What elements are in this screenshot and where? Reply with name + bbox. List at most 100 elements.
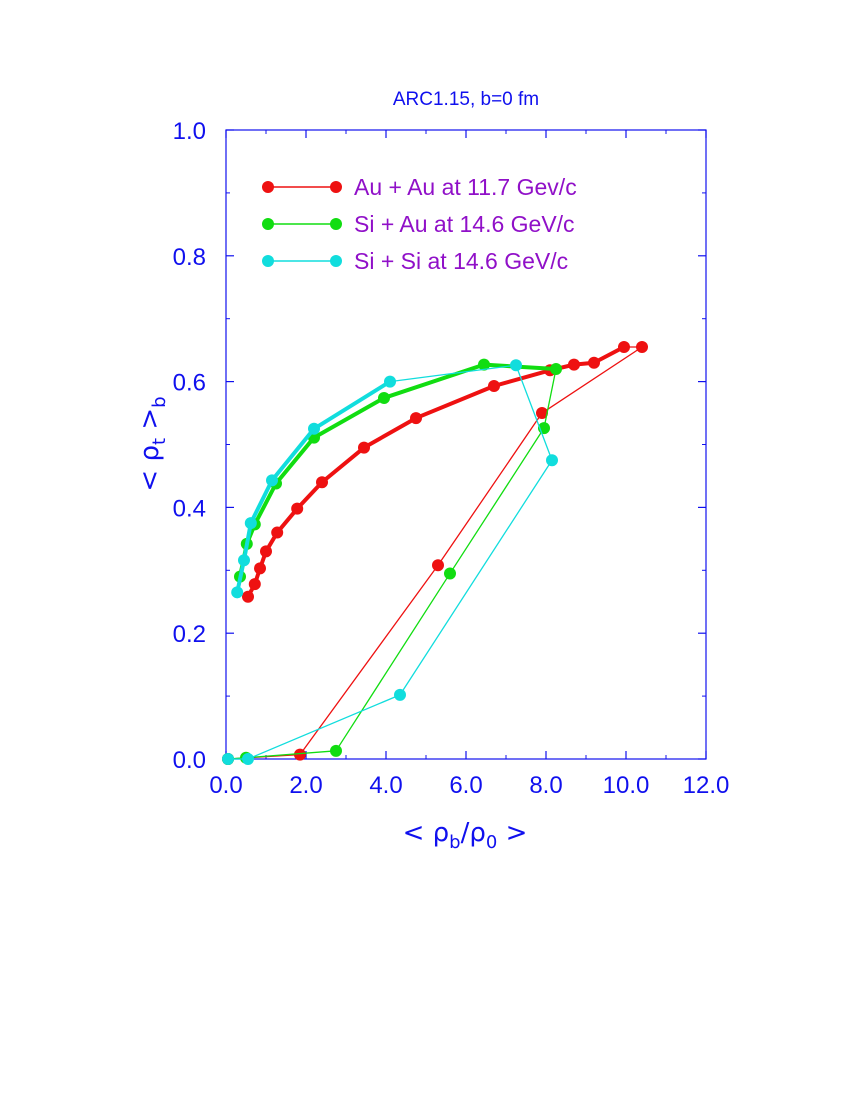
series-line-segment <box>274 435 316 486</box>
series-1 <box>222 341 648 765</box>
x-tick-label: 12.0 <box>683 772 730 799</box>
y-label-open: < <box>135 462 165 492</box>
legend-marker <box>262 181 274 193</box>
series-line-segment <box>312 379 392 431</box>
data-point <box>244 517 257 530</box>
legend: Au + Au at 11.7 Gev/c Si + Au at 14.6 GeV… <box>262 174 577 274</box>
legend-marker <box>330 218 342 230</box>
y-tick-label: 0.0 <box>173 747 206 774</box>
legend-label: Au + Au at 11.7 Gev/c <box>354 174 577 200</box>
y-label-main: ρ <box>135 445 165 462</box>
data-point <box>242 753 254 765</box>
series-line-segment <box>543 368 557 429</box>
x-label-main: ρ <box>433 818 450 848</box>
legend-marker <box>330 181 342 193</box>
data-series <box>222 341 648 765</box>
x-tick-label: 4.0 <box>369 772 402 799</box>
data-point <box>254 562 266 575</box>
data-point <box>394 688 406 701</box>
y-axis-label: < ρt >b <box>135 396 170 491</box>
x-tick-label: 8.0 <box>529 772 562 799</box>
series-line-segment <box>449 427 545 575</box>
axis-ticks: 0.0 2.0 4.0 6.0 8.0 10.0 12.0 0.0 0.2 0.4 0.6 0.8 1.… <box>173 118 730 799</box>
data-point <box>330 744 342 757</box>
y-tick-label: 0.4 <box>173 495 206 522</box>
series-line-segment <box>335 572 451 752</box>
series-line-segment <box>414 384 496 421</box>
data-point <box>242 590 254 603</box>
series-2 <box>222 358 562 765</box>
data-point <box>432 559 444 572</box>
legend-marker <box>262 218 274 230</box>
data-point <box>410 412 422 425</box>
y-tick-label: 0.6 <box>173 370 206 397</box>
chart-title: ARC1.15, b=0 fm <box>393 89 539 110</box>
data-point <box>444 567 456 580</box>
x-axis-label: < ρb/ρ0 > <box>403 818 528 853</box>
data-point <box>378 391 390 404</box>
data-point <box>510 359 522 372</box>
x-tick-label: 10.0 <box>603 772 650 799</box>
data-point <box>478 358 490 371</box>
legend-marker <box>330 255 342 267</box>
data-point <box>260 545 272 558</box>
series-line-segment <box>270 426 316 483</box>
series-line-segment <box>299 564 439 756</box>
data-point <box>266 474 278 487</box>
series-line-segment <box>295 480 324 511</box>
x-label-slash: /ρ <box>461 818 486 848</box>
series-line-segment <box>252 481 278 527</box>
series-line-segment <box>515 364 553 461</box>
data-point <box>618 341 630 354</box>
series-3 <box>222 359 558 765</box>
data-point <box>231 586 244 599</box>
y-label-close: > <box>135 408 165 438</box>
data-point <box>546 454 558 467</box>
data-point <box>588 356 600 369</box>
y-tick-label: 1.0 <box>173 118 206 145</box>
data-point <box>488 380 500 393</box>
series-line-segment <box>399 459 553 696</box>
series-line-segment <box>389 364 517 383</box>
data-point <box>358 441 370 454</box>
series-line-segment <box>492 368 552 389</box>
x-tick-label: 0.0 <box>209 772 242 799</box>
series-line-segment <box>382 362 486 400</box>
series-line-segment <box>312 395 386 440</box>
series-line-segment <box>245 750 337 759</box>
x-tick-label: 2.0 <box>289 772 322 799</box>
x-label-close: > <box>497 818 527 848</box>
data-point <box>568 358 580 371</box>
x-tick-label: 6.0 <box>449 772 482 799</box>
series-line-segment <box>248 478 274 526</box>
data-point <box>316 476 328 489</box>
data-point <box>271 526 284 539</box>
data-point <box>294 748 306 761</box>
data-point <box>384 375 396 388</box>
series-line-segment <box>541 346 643 414</box>
y-label-sub2: b <box>149 396 170 407</box>
x-label-sub2: 0 <box>486 832 497 853</box>
y-tick-label: 0.2 <box>173 621 206 648</box>
series-line-segment <box>320 445 366 485</box>
series-line-segment <box>437 412 543 566</box>
y-tick-label: 0.8 <box>173 244 206 271</box>
series-line-segment <box>362 416 418 450</box>
x-label-sub1: b <box>449 832 460 853</box>
legend-marker <box>262 255 274 267</box>
data-point <box>238 554 250 567</box>
data-point <box>536 407 548 420</box>
legend-label: Si + Si at 14.6 GeV/c <box>354 248 568 274</box>
data-point <box>636 341 648 354</box>
data-point <box>222 753 234 765</box>
series-line-segment <box>242 521 253 563</box>
series-line-segment <box>247 694 401 760</box>
data-point <box>550 363 562 376</box>
data-point <box>308 422 320 435</box>
data-point <box>291 502 304 515</box>
y-label-sub1: t <box>149 438 170 445</box>
x-label-open: < <box>403 818 433 848</box>
data-point <box>248 578 261 591</box>
legend-label: Si + Au at 14.6 GeV/c <box>354 211 575 237</box>
